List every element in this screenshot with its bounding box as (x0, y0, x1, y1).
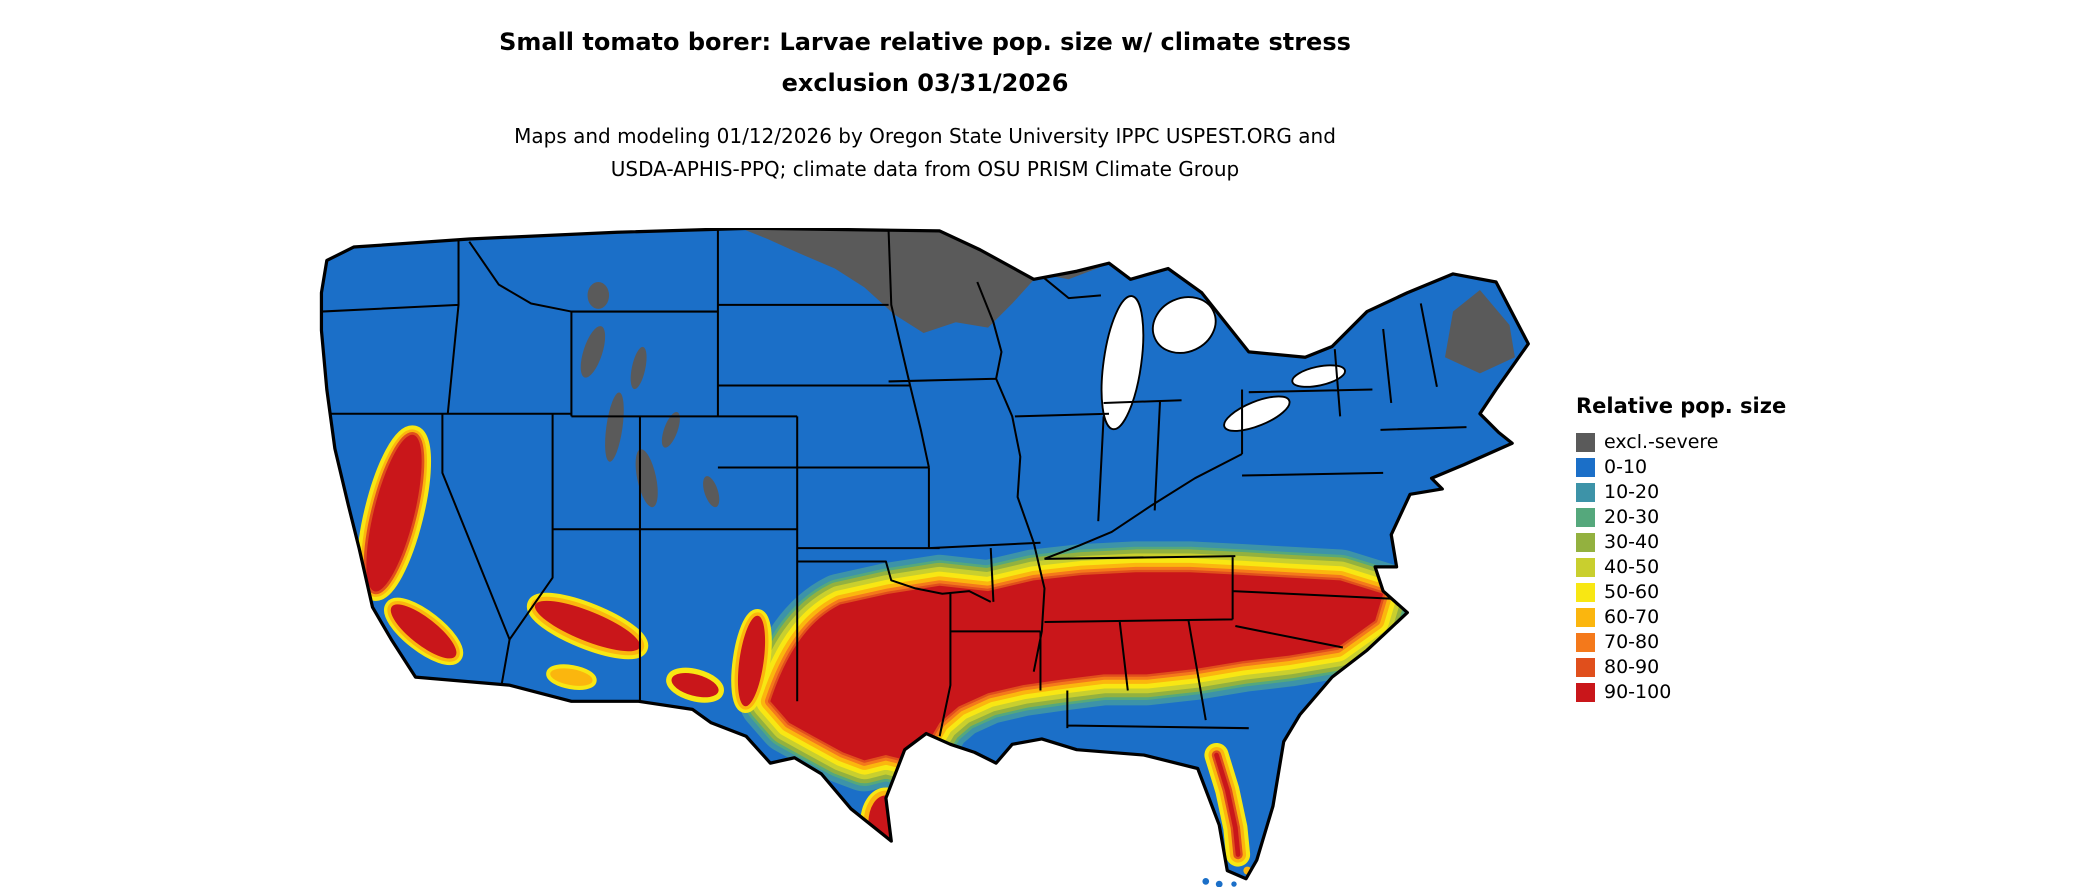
legend-swatch (1576, 483, 1595, 502)
lake-ontario (1291, 364, 1346, 388)
legend-item-40-50: 40-50 (1576, 555, 1786, 580)
map-title: Small tomato borer: Larvae relative pop.… (0, 22, 1850, 104)
socal-border-hotspot-dot2 (379, 675, 388, 684)
california-valley-hotspot (356, 425, 432, 601)
new-mexico-river-hotspot (731, 608, 772, 713)
legend-label: 30-40 (1604, 531, 1660, 553)
legend-label: 60-70 (1604, 606, 1660, 628)
figure-header: Small tomato borer: Larvae relative pop.… (0, 22, 1850, 186)
legend-label: 70-80 (1604, 631, 1660, 653)
legend-swatch (1576, 458, 1595, 477)
maine-exclusion-patch (1444, 290, 1515, 374)
new-mexico-bootheel-patch (666, 667, 724, 703)
legend-title: Relative pop. size (1576, 394, 1787, 418)
legend-swatch (1576, 508, 1595, 527)
legend-item-90-100: 90-100 (1576, 680, 1786, 705)
socal-border-hotspot-dot (396, 669, 408, 680)
map-subtitle-line2: USDA-APHIS-PPQ; climate data from OSU PR… (610, 157, 1240, 181)
legend-label: 40-50 (1604, 556, 1660, 578)
legend-item-80-90: 80-90 (1576, 655, 1786, 680)
legend-label: 20-30 (1604, 506, 1660, 528)
legend-item-30-40: 30-40 (1576, 530, 1786, 555)
legend-label: excl.-severe (1604, 431, 1719, 453)
legend-item-0-10: 0-10 (1576, 455, 1786, 480)
lake-huron (1151, 296, 1217, 354)
southern-arizona-patch (546, 664, 597, 690)
map-subtitle-line1: Maps and modeling 01/12/2026 by Oregon S… (514, 124, 1336, 148)
legend-swatch (1576, 583, 1595, 602)
legend-label: 10-20 (1604, 481, 1660, 503)
state-borders (321, 228, 1467, 737)
legend-label: 90-100 (1604, 681, 1672, 703)
us-map (308, 228, 1531, 887)
socal-coast-hotspot (384, 597, 464, 666)
florida-ridge-hotspot (1204, 742, 1251, 867)
legend-label: 0-10 (1604, 456, 1648, 478)
legend-swatch (1576, 533, 1595, 552)
florida-keys (1202, 878, 1237, 887)
legend-label: 50-60 (1604, 581, 1660, 603)
legend: Relative pop. size excl.-severe 0-10 10-… (1576, 394, 1786, 705)
legend-item-50-60: 50-60 (1576, 580, 1786, 605)
map-title-line2: exclusion 03/31/2026 (781, 69, 1069, 97)
lake-michigan (1100, 295, 1145, 431)
legend-label: 80-90 (1604, 656, 1660, 678)
legend-item-10-20: 10-20 (1576, 480, 1786, 505)
legend-swatch (1576, 433, 1595, 452)
legend-item-excl-severe: excl.-severe (1576, 430, 1786, 455)
us-map-svg (319, 228, 1530, 887)
legend-swatch (1576, 608, 1595, 627)
great-lakes (1100, 295, 1346, 432)
legend-swatch (1576, 658, 1595, 677)
map-title-line1: Small tomato borer: Larvae relative pop.… (499, 28, 1351, 56)
legend-item-60-70: 60-70 (1576, 605, 1786, 630)
legend-swatch (1576, 633, 1595, 652)
lake-erie (1223, 395, 1291, 432)
legend-item-70-80: 70-80 (1576, 630, 1786, 655)
legend-swatch (1576, 683, 1595, 702)
legend-swatch (1576, 558, 1595, 577)
map-subtitle: Maps and modeling 01/12/2026 by Oregon S… (0, 120, 1850, 186)
legend-item-20-30: 20-30 (1576, 505, 1786, 530)
